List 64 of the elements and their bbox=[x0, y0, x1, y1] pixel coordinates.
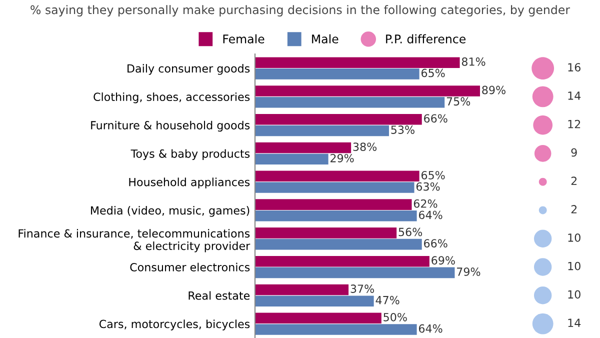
data-label: 10 bbox=[568, 233, 580, 242]
bar bbox=[255, 284, 349, 296]
data-label: 9 bbox=[571, 148, 577, 157]
data-label: 79% bbox=[457, 268, 480, 276]
data-label: 53% bbox=[391, 126, 414, 134]
data-label: 56% bbox=[398, 228, 422, 236]
bar bbox=[255, 142, 352, 154]
bar bbox=[255, 96, 445, 108]
bar bbox=[255, 256, 430, 267]
data-label: 89% bbox=[482, 86, 506, 94]
bar bbox=[255, 199, 412, 210]
y-tick-label: Finance & insurance, telecommunications & electricity provider bbox=[18, 229, 250, 252]
y-tick-label: Household appliances bbox=[129, 178, 250, 188]
data-label: 14 bbox=[568, 92, 581, 100]
data-label: 65% bbox=[421, 170, 445, 180]
bar bbox=[255, 210, 417, 222]
bar bbox=[255, 324, 417, 335]
data-label: 50% bbox=[384, 312, 407, 322]
data-label: 66% bbox=[424, 239, 448, 248]
y-tick-label: Furniture & household goods bbox=[91, 120, 250, 132]
y-tick-label: Toys & baby products bbox=[130, 149, 250, 160]
data-label: 29% bbox=[330, 154, 354, 162]
bar bbox=[255, 154, 328, 165]
legend-label: Female bbox=[223, 34, 264, 44]
bar bbox=[255, 170, 420, 182]
bar bbox=[255, 267, 455, 278]
bar bbox=[255, 125, 389, 136]
data-label: 65% bbox=[421, 68, 445, 78]
bar bbox=[255, 182, 414, 193]
y-tick-label: Cars, motorcycles, bicycles bbox=[99, 320, 250, 330]
y-tick-label: Media (video, music, games) bbox=[91, 206, 250, 217]
data-label: 81% bbox=[462, 57, 486, 66]
data-label: 66% bbox=[424, 114, 448, 123]
data-label: 10 bbox=[568, 290, 580, 299]
legend-label: P.P. difference bbox=[386, 34, 466, 44]
data-label: 62% bbox=[414, 199, 438, 208]
data-label: 2 bbox=[571, 205, 577, 214]
bar bbox=[255, 86, 480, 96]
data-label: 75% bbox=[446, 97, 470, 106]
bar bbox=[255, 57, 460, 68]
data-label: 63% bbox=[416, 182, 440, 191]
chart-title: % saying they personally make purchasing decisions in the following categories, by gender bbox=[30, 5, 570, 16]
data-label: 38% bbox=[353, 142, 377, 151]
bar bbox=[255, 238, 422, 250]
data-label: 14 bbox=[568, 318, 581, 327]
bar bbox=[255, 296, 374, 306]
data-label: 64% bbox=[418, 324, 442, 333]
bar bbox=[255, 114, 422, 125]
y-tick-label: Daily consumer goods bbox=[128, 64, 250, 75]
data-label: 16 bbox=[568, 63, 580, 72]
y-tick-label: Real estate bbox=[188, 291, 250, 300]
y-tick-label: Clothing, shoes, accessories bbox=[94, 92, 250, 104]
data-label: 10 bbox=[568, 262, 580, 270]
legend-label: Male bbox=[312, 34, 338, 44]
data-label: 2 bbox=[571, 176, 577, 185]
data-label: 12 bbox=[568, 120, 580, 128]
data-label: 37% bbox=[350, 284, 374, 293]
bar bbox=[255, 228, 397, 238]
data-label: 69% bbox=[432, 256, 455, 265]
bar bbox=[255, 68, 420, 80]
y-tick-label: Consumer electronics bbox=[130, 262, 250, 272]
bar bbox=[255, 312, 382, 324]
data-label: 64% bbox=[418, 210, 442, 220]
data-label: 47% bbox=[376, 296, 400, 304]
